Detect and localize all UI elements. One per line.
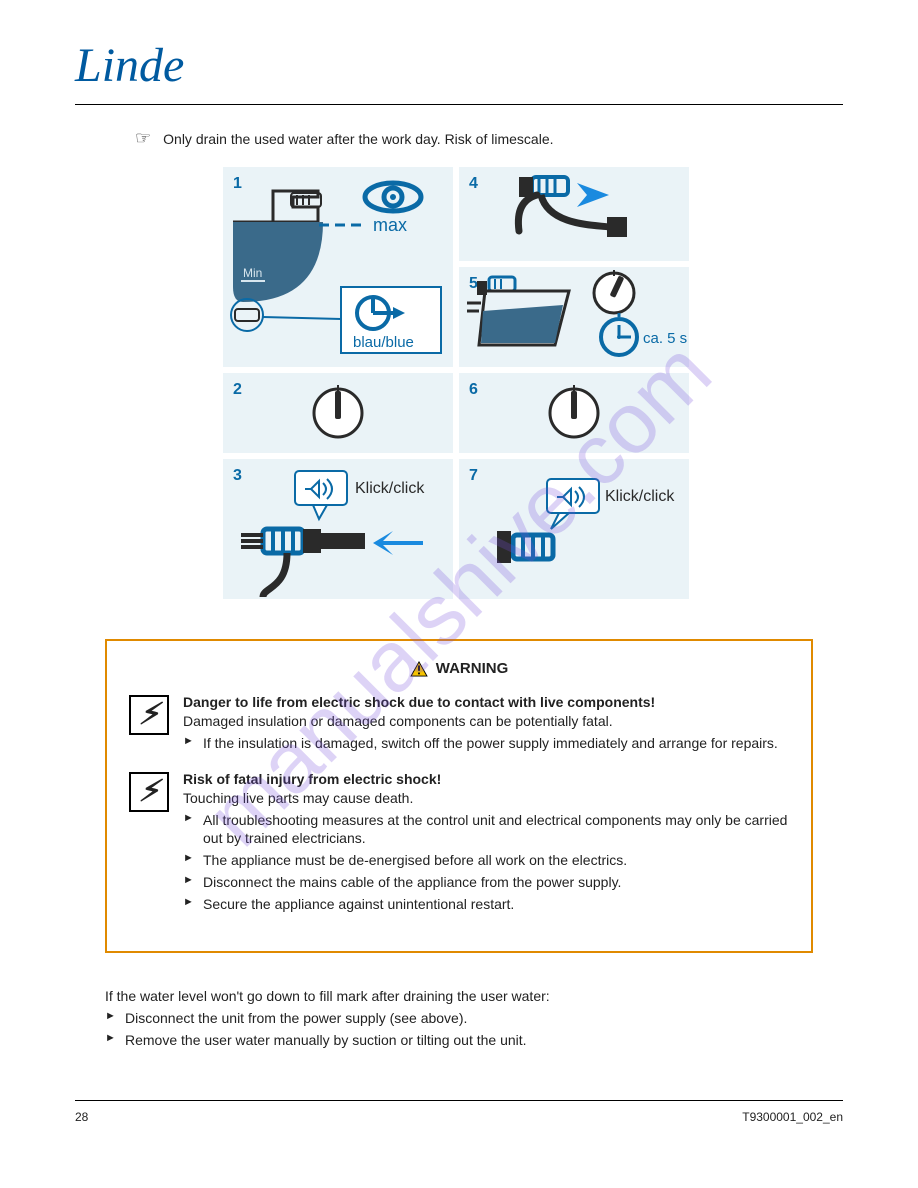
diagram-panel-5: 5 [459, 267, 689, 367]
page-footer: 28 T9300001_002_en [75, 1109, 843, 1125]
note-row: ☞ Only drain the used water after the wo… [75, 129, 843, 149]
hazard-1-bullet: If the insulation is damaged, switch off… [183, 734, 778, 753]
min-label: Min [243, 266, 262, 280]
drain-lead: If the water level won't go down to fill… [105, 987, 813, 1006]
header: Linde [75, 40, 843, 100]
brand-logo: Linde [75, 34, 184, 99]
diagram-panel-6: 6 [459, 373, 689, 453]
hazard-1-line-1: Damaged insulation or damaged components… [183, 712, 778, 731]
hazard-row-1: ⚡︎ Danger to life from electric shock du… [129, 693, 789, 756]
drain-step-1: Disconnect the unit from the power suppl… [105, 1009, 813, 1028]
header-rule [75, 104, 843, 105]
warning-title: WARNING [436, 659, 509, 679]
hazard-2-bullet-2: The appliance must be de-energised befor… [183, 851, 789, 870]
drain-step-2: Remove the user water manually by suctio… [105, 1031, 813, 1050]
diagram-panel-7: 7 Klick/click [459, 459, 689, 599]
hazard-2-line-1: Touching live parts may cause death. [183, 789, 789, 808]
shock-icon: ⚡︎ [129, 772, 169, 812]
hazard-2-title: Risk of fatal injury from electric shock… [183, 770, 789, 789]
hazard-2-bullet-3: Disconnect the mains cable of the applia… [183, 873, 789, 892]
panel-7-illustration: Klick/click [459, 459, 689, 599]
note-text: Only drain the used water after the work… [163, 130, 553, 149]
doc-id: T9300001_002_en [742, 1109, 843, 1125]
hazard-2-bullet-4: Secure the appliance against unintention… [183, 895, 789, 914]
shock-icon: ⚡︎ [129, 695, 169, 735]
diagram-panel-3: 3 Klick/click [223, 459, 453, 599]
panel-3-illustration: Klick/click [223, 459, 453, 599]
panel-6-illustration [459, 373, 689, 453]
hazard-1-title: Danger to life from electric shock due t… [183, 693, 778, 712]
blau-label: blau/blue [353, 334, 414, 351]
page-number: 28 [75, 1109, 88, 1125]
panel-4-illustration [459, 167, 689, 261]
click-label: Klick/click [605, 488, 675, 505]
panel-5-illustration: ca. 5 s [459, 267, 689, 367]
diagram-panel-2: 2 [223, 373, 453, 453]
click-label: Klick/click [355, 480, 425, 497]
warning-triangle-icon [410, 661, 428, 677]
warning-header: WARNING [129, 659, 789, 679]
hazard-1-text: Danger to life from electric shock due t… [183, 693, 778, 756]
clock-label: ca. 5 s [643, 330, 687, 347]
panel-2-illustration [223, 373, 453, 453]
diagram-panel-4: 4 [459, 167, 689, 261]
hazard-row-2: ⚡︎ Risk of fatal injury from electric sh… [129, 770, 789, 917]
footer-rule [75, 1100, 843, 1101]
drain-instructions: If the water level won't go down to fill… [105, 987, 813, 1050]
right-top-stack: 4 5 [459, 167, 689, 367]
hazard-2-text: Risk of fatal injury from electric shock… [183, 770, 789, 917]
diagram-panel-1: 1 max Min [223, 167, 453, 367]
pointing-hand-icon: ☞ [135, 129, 151, 147]
warning-box: WARNING ⚡︎ Danger to life from electric … [105, 639, 813, 953]
panel-1-illustration: max Min blau/blue [223, 167, 453, 367]
hazard-2-bullet-1: All troubleshooting measures at the cont… [183, 811, 789, 849]
max-label: max [373, 215, 407, 235]
instruction-diagram: 1 max Min [223, 167, 695, 599]
